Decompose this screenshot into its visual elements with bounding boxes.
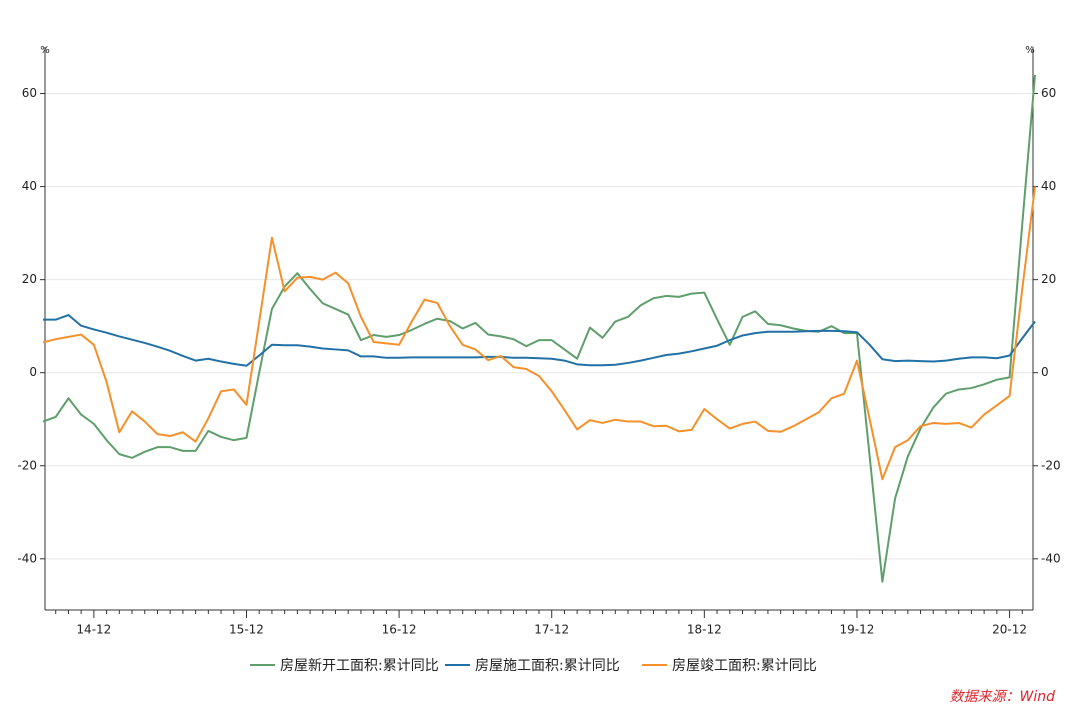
y2-tick-label: 40: [1041, 179, 1056, 193]
source: 数据来源：Wind: [950, 689, 1056, 705]
x-tick-label: 15-12: [229, 623, 264, 637]
y-tick-label: 20: [22, 272, 37, 286]
y2-tick-label: 20: [1041, 272, 1056, 286]
y-tick-label: 40: [22, 179, 37, 193]
x-tick-label: 17-12: [534, 623, 569, 637]
x-tick-label: 18-12: [687, 623, 722, 637]
series-line: [42, 186, 1036, 481]
x-tick-label: 16-12: [382, 623, 417, 637]
legend-label: 房屋竣工面积:累计同比: [672, 658, 817, 674]
y-tick-label: -40: [17, 551, 37, 565]
x-tick-label: 19-12: [840, 623, 875, 637]
y2-tick-label: -40: [1041, 551, 1061, 565]
legend-label: 房屋新开工面积:累计同比: [280, 658, 439, 674]
y-tick-label: 60: [22, 86, 37, 100]
y-tick-label: 0: [29, 365, 37, 379]
y2-tick-label: -20: [1041, 458, 1061, 472]
legend: 房屋新开工面积:累计同比 房屋施工面积:累计同比 房屋竣工面积:累计同比: [250, 658, 817, 674]
y2-tick-label: 60: [1041, 86, 1056, 100]
x-tick-label: 14-12: [76, 623, 111, 637]
series-line: [43, 314, 1036, 367]
y2-tick-label: 0: [1041, 365, 1049, 379]
y-tick-label: -20: [17, 458, 37, 472]
x-tick-label: 20-12: [992, 623, 1027, 637]
series-line: [42, 74, 1036, 583]
y2-unit: %: [1025, 45, 1035, 56]
legend-label: 房屋施工面积:累计同比: [475, 658, 620, 674]
